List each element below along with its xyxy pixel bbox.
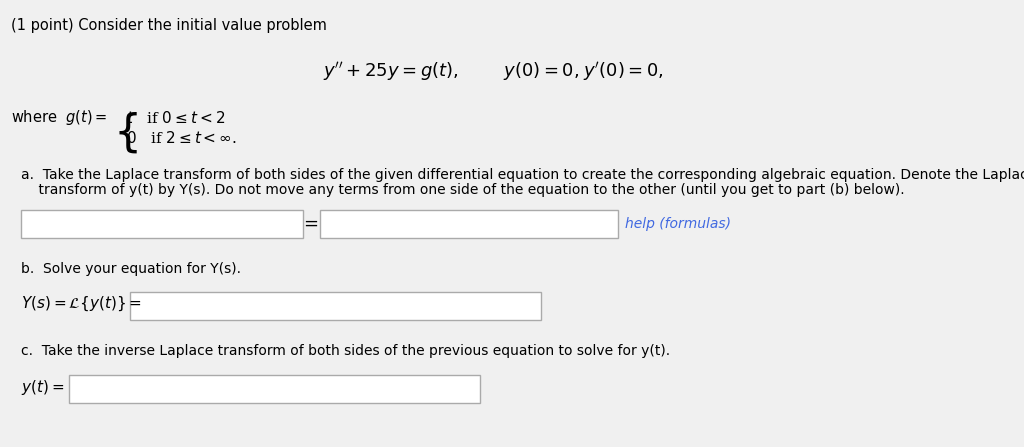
FancyBboxPatch shape bbox=[321, 210, 617, 238]
Text: help (formulas): help (formulas) bbox=[625, 217, 731, 231]
Text: a.  Take the Laplace transform of both sides of the given differential equation : a. Take the Laplace transform of both si… bbox=[22, 168, 1024, 182]
Text: $y(t) =$: $y(t) =$ bbox=[22, 378, 65, 397]
Text: $y'(0) = 0,$: $y'(0) = 0,$ bbox=[584, 60, 665, 83]
Text: $y(0) = 0,$: $y(0) = 0,$ bbox=[503, 60, 580, 82]
FancyBboxPatch shape bbox=[69, 375, 480, 403]
Text: $y'' + 25y = g(t),$: $y'' + 25y = g(t),$ bbox=[323, 60, 458, 83]
Text: $0$   if $2 \leq t < \infty.$: $0$ if $2 \leq t < \infty.$ bbox=[126, 130, 237, 146]
Text: =: = bbox=[303, 215, 318, 233]
Text: where  $g(t) = $: where $g(t) = $ bbox=[10, 108, 108, 127]
Text: $\{$: $\{$ bbox=[113, 110, 137, 155]
Text: transform of y(t) by Y(s). Do not move any terms from one side of the equation t: transform of y(t) by Y(s). Do not move a… bbox=[22, 183, 905, 197]
FancyBboxPatch shape bbox=[22, 210, 303, 238]
Text: b.  Solve your equation for Y(s).: b. Solve your equation for Y(s). bbox=[22, 262, 242, 276]
Text: c.  Take the inverse Laplace transform of both sides of the previous equation to: c. Take the inverse Laplace transform of… bbox=[22, 344, 671, 358]
Text: $t$   if $0 \leq t < 2$: $t$ if $0 \leq t < 2$ bbox=[126, 110, 225, 126]
FancyBboxPatch shape bbox=[130, 292, 542, 320]
Text: (1 point) Consider the initial value problem: (1 point) Consider the initial value pro… bbox=[10, 18, 327, 33]
Text: $Y(s) = \mathcal{L}\{y(t)\} =$: $Y(s) = \mathcal{L}\{y(t)\} =$ bbox=[22, 295, 142, 313]
